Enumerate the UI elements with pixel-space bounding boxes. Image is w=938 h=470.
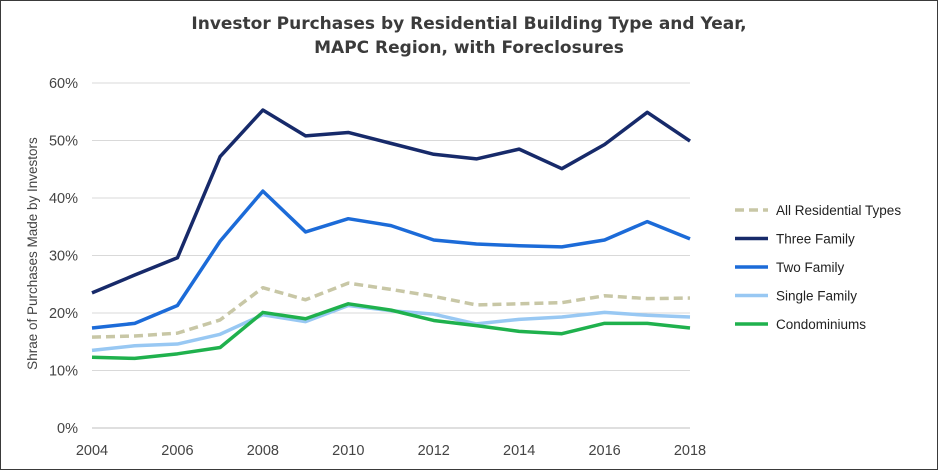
chart-title-line-1: Investor Purchases by Residential Buildi… [191, 14, 747, 34]
series-line-all-residential-types [91, 281, 691, 339]
y-tick-label: 20% [49, 306, 78, 322]
x-tick-label: 2004 [76, 443, 108, 459]
legend-label-condominiums: Condominiums [776, 317, 866, 332]
series-line-single-family [91, 303, 691, 353]
chart-title-line-2: MAPC Region, with Foreclosures [314, 38, 624, 58]
x-tick-label: 2018 [674, 443, 706, 459]
x-tick-label: 2016 [588, 443, 620, 459]
legend-label-three-family: Three Family [776, 232, 855, 247]
series-line-two-family [91, 189, 691, 330]
legend-label-all-residential-types: All Residential Types [776, 203, 901, 218]
x-tick-label: 2006 [161, 443, 193, 459]
series-line-condominiums [91, 302, 691, 361]
y-axis-label: Shrae of Purchases Made by Investors [25, 137, 40, 370]
y-tick-label: 40% [49, 191, 78, 207]
x-tick-label: 2014 [503, 443, 535, 459]
y-tick-label: 50% [49, 134, 78, 150]
y-tick-label: 10% [49, 364, 78, 380]
series-line-three-family [91, 108, 691, 295]
x-tick-label: 2008 [247, 443, 279, 459]
y-tick-label: 30% [49, 249, 78, 265]
x-tick-label: 2010 [332, 443, 364, 459]
chart-title: Investor Purchases by Residential Buildi… [0, 12, 938, 60]
x-tick-label: 2012 [418, 443, 450, 459]
y-tick-label: 0% [57, 421, 78, 437]
y-tick-label: 60% [49, 76, 78, 92]
legend-label-single-family: Single Family [776, 289, 857, 304]
legend-label-two-family: Two Family [776, 260, 845, 275]
